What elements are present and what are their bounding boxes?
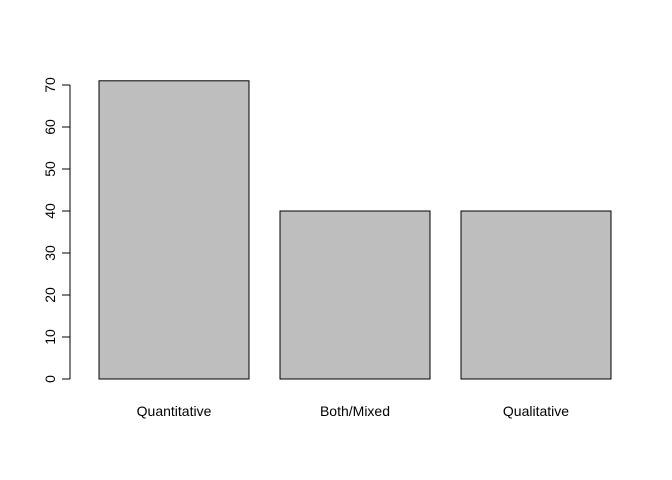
bar — [279, 210, 431, 380]
y-tick-label: 40 — [42, 203, 58, 219]
y-tick-label: 30 — [42, 245, 58, 261]
y-tick-label: 60 — [42, 119, 58, 135]
category-label: Both/Mixed — [320, 403, 390, 419]
y-tick-label: 10 — [42, 329, 58, 345]
category-label: Qualitative — [503, 403, 569, 419]
y-axis: 0 10 20 30 40 50 60 70 — [42, 77, 71, 383]
x-axis-labels: Quantitative Both/Mixed Qualitative — [137, 403, 570, 419]
bar — [460, 210, 612, 380]
y-tick-label: 70 — [42, 77, 58, 93]
bars — [98, 80, 612, 380]
bar — [98, 80, 250, 380]
y-tick-label: 0 — [42, 375, 58, 383]
y-tick-label: 50 — [42, 161, 58, 177]
y-tick-label: 20 — [42, 287, 58, 303]
category-label: Quantitative — [137, 403, 212, 419]
